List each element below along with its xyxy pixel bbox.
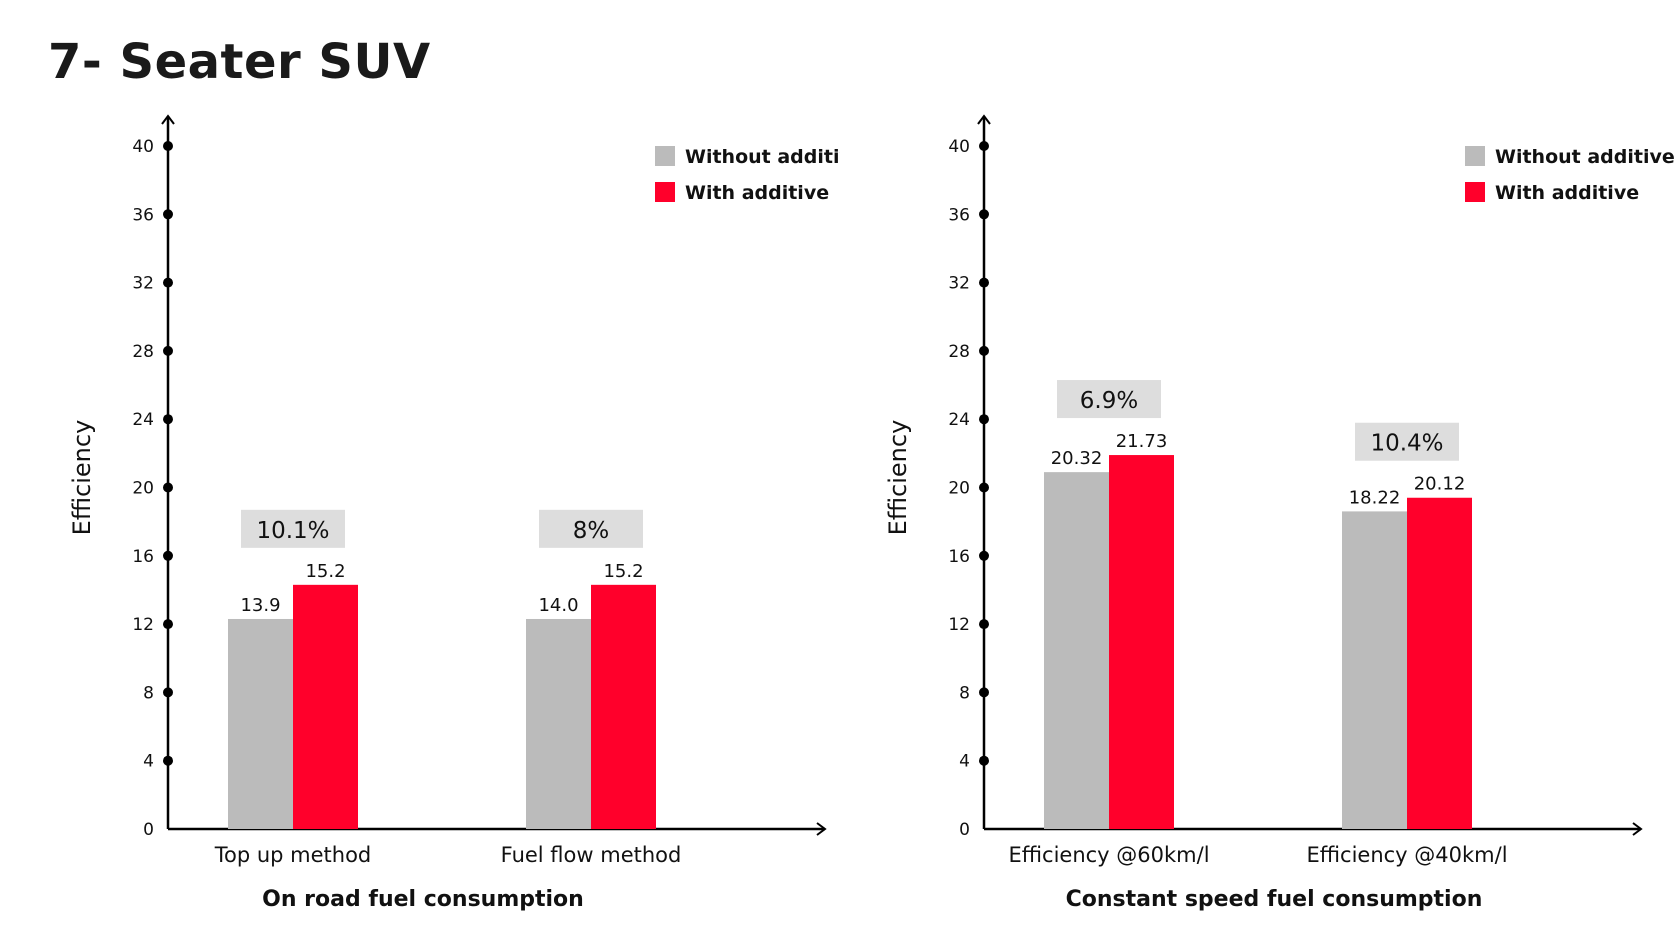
percent-badge xyxy=(539,509,643,548)
percent-badge-text: 6.9% xyxy=(1080,388,1138,414)
y-tick-dot xyxy=(979,209,989,220)
on-road-chart: 0 4 8 12 16 20 24 28 32 36 40 Efficiency 13.9 15.2 10.… xyxy=(68,114,840,912)
y-tick-dot xyxy=(163,619,173,630)
y-tick-label: 36 xyxy=(132,205,154,225)
bar-with-additive xyxy=(1109,455,1174,829)
y-tick-label: 32 xyxy=(948,274,970,294)
category-label: Fuel flow method xyxy=(501,843,682,867)
y-tick-label: 40 xyxy=(132,137,154,157)
y-tick-label: 16 xyxy=(132,547,154,567)
y-tick-dot xyxy=(979,687,989,698)
bar-value-label: 18.22 xyxy=(1349,487,1401,508)
bar-value-label: 21.73 xyxy=(1116,431,1168,452)
percent-badge xyxy=(1057,380,1161,419)
constant-speed-chart: 0 4 8 12 16 20 24 28 32 36 40 Efficiency 20.32 21.73 6… xyxy=(884,114,1675,912)
y-tick-label: 12 xyxy=(948,615,970,635)
y-tick-label: 20 xyxy=(132,479,154,499)
bar-without-additive xyxy=(1044,472,1109,829)
legend-label: With additive xyxy=(1495,182,1639,204)
page-title: 7- Seater SUV xyxy=(48,34,431,90)
y-tick-label: 0 xyxy=(959,820,970,840)
legend-swatch-without xyxy=(655,146,675,166)
legend-label: Without additive xyxy=(1495,146,1675,168)
y-tick-dot xyxy=(163,482,173,493)
y-tick-dot xyxy=(979,550,989,561)
y-tick-label: 4 xyxy=(143,752,154,772)
y-tick-label: 24 xyxy=(132,410,154,430)
y-tick-dot xyxy=(979,619,989,630)
category-label: Top up method xyxy=(214,843,372,867)
y-axis-arrow xyxy=(161,114,175,125)
y-tick-label: 20 xyxy=(948,479,970,499)
y-tick-label: 16 xyxy=(948,547,970,567)
percent-badge-text: 10.1% xyxy=(256,518,329,544)
bar-with-additive xyxy=(293,584,358,829)
percent-badge-text: 8% xyxy=(573,518,610,544)
y-tick-label: 40 xyxy=(948,137,970,157)
legend-swatch-without xyxy=(1465,146,1485,166)
legend-swatch-with xyxy=(1465,182,1485,202)
bar-value-label: 20.32 xyxy=(1051,448,1103,469)
y-tick-dot xyxy=(979,755,989,766)
y-tick-label: 28 xyxy=(132,342,154,362)
bar-value-label: 13.9 xyxy=(240,595,280,616)
y-tick-label: 24 xyxy=(948,410,970,430)
category-label: Efficiency @60km/l xyxy=(1008,843,1209,867)
bar-with-additive xyxy=(591,584,656,829)
y-tick-dot xyxy=(979,277,989,288)
x-axis-arrow xyxy=(1632,822,1643,836)
y-tick-label: 32 xyxy=(132,274,154,294)
x-axis-title: On road fuel consumption xyxy=(262,887,584,912)
y-axis-arrow xyxy=(977,114,991,125)
y-tick-dot xyxy=(163,277,173,288)
y-tick-dot xyxy=(163,550,173,561)
x-axis-arrow xyxy=(816,822,827,836)
bar-without-additive xyxy=(1342,511,1407,829)
y-tick-dot xyxy=(163,687,173,698)
bar-without-additive xyxy=(228,618,293,829)
y-tick-label: 4 xyxy=(959,752,970,772)
x-axis-title: Constant speed fuel consumption xyxy=(1066,887,1483,912)
y-tick-dot xyxy=(979,345,989,356)
percent-badge xyxy=(241,509,345,548)
y-tick-dot xyxy=(163,414,173,425)
legend-label: Without additive xyxy=(685,146,840,168)
y-tick-label: 0 xyxy=(143,820,154,840)
y-tick-label: 28 xyxy=(948,342,970,362)
category-label: Efficiency @40km/l xyxy=(1306,843,1507,867)
y-tick-dot xyxy=(163,209,173,220)
bar-value-label: 20.12 xyxy=(1414,474,1466,495)
y-tick-label: 36 xyxy=(948,205,970,225)
y-tick-dot xyxy=(163,141,173,151)
y-tick-dot xyxy=(979,482,989,493)
y-tick-label: 12 xyxy=(132,615,154,635)
bar-value-label: 14.0 xyxy=(538,595,578,616)
legend-swatch-with xyxy=(655,182,675,202)
y-tick-label: 8 xyxy=(959,683,970,703)
y-tick-dot xyxy=(163,755,173,766)
y-axis-label: Efficiency xyxy=(68,420,96,536)
legend-label: With additive xyxy=(685,182,829,204)
bar-without-additive xyxy=(526,618,591,829)
y-axis-label: Efficiency xyxy=(884,420,912,536)
y-tick-label: 8 xyxy=(143,683,154,703)
percent-badge-text: 10.4% xyxy=(1370,431,1443,457)
y-tick-dot xyxy=(979,141,989,151)
bar-value-label: 15.2 xyxy=(603,561,643,582)
percent-badge xyxy=(1355,422,1459,461)
y-tick-dot xyxy=(979,414,989,425)
bar-with-additive xyxy=(1407,497,1472,829)
bar-value-label: 15.2 xyxy=(305,561,345,582)
y-tick-dot xyxy=(163,345,173,356)
